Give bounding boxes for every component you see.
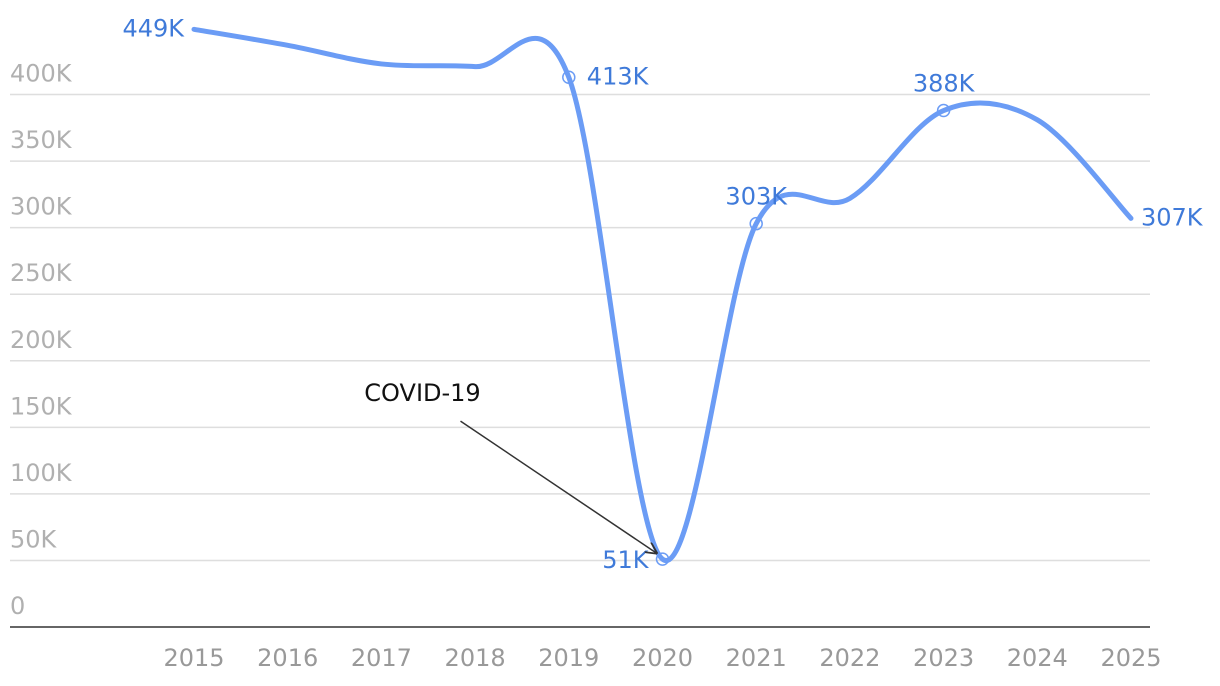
y-tick-label: 150K (10, 392, 73, 420)
data-label: 51K (602, 546, 650, 574)
point-marker (749, 216, 763, 231)
x-tick-label: 2017 (351, 644, 412, 672)
data-label: 413K (587, 62, 650, 90)
y-tick-label: 200K (10, 326, 73, 354)
x-tick-label: 2022 (819, 644, 880, 672)
point-marker (562, 70, 576, 85)
annotation: COVID-19 (364, 379, 480, 407)
x-tick-label: 2025 (1100, 644, 1161, 672)
data-label: 307K (1141, 203, 1204, 231)
y-tick-label: 50K (10, 525, 58, 553)
point-marker (655, 552, 670, 566)
data-label: 388K (913, 70, 976, 98)
y-tick-label: 350K (10, 126, 73, 154)
x-tick-label: 2016 (257, 644, 318, 672)
data-label: 449K (122, 14, 185, 42)
y-tick-label: 0 (10, 592, 25, 620)
line (191, 26, 1134, 563)
x-tick-label: 2021 (726, 644, 787, 672)
y-tick-label: 400K (10, 60, 73, 88)
point-marker (936, 103, 951, 118)
x-tick-label: 2015 (163, 644, 224, 672)
x-tick-label: 2023 (913, 644, 974, 672)
x-tick-label: 2019 (538, 644, 599, 672)
x-tick-label: 2020 (632, 644, 693, 672)
x-tick-label: 2024 (1007, 644, 1068, 672)
y-tick-label: 300K (10, 193, 73, 221)
x-tick-label: 2018 (445, 644, 506, 672)
annotation-arrow (460, 420, 657, 553)
y-tick-label: 250K (10, 259, 73, 287)
data-label: 303K (725, 183, 788, 211)
y-tick-label: 100K (10, 459, 73, 487)
